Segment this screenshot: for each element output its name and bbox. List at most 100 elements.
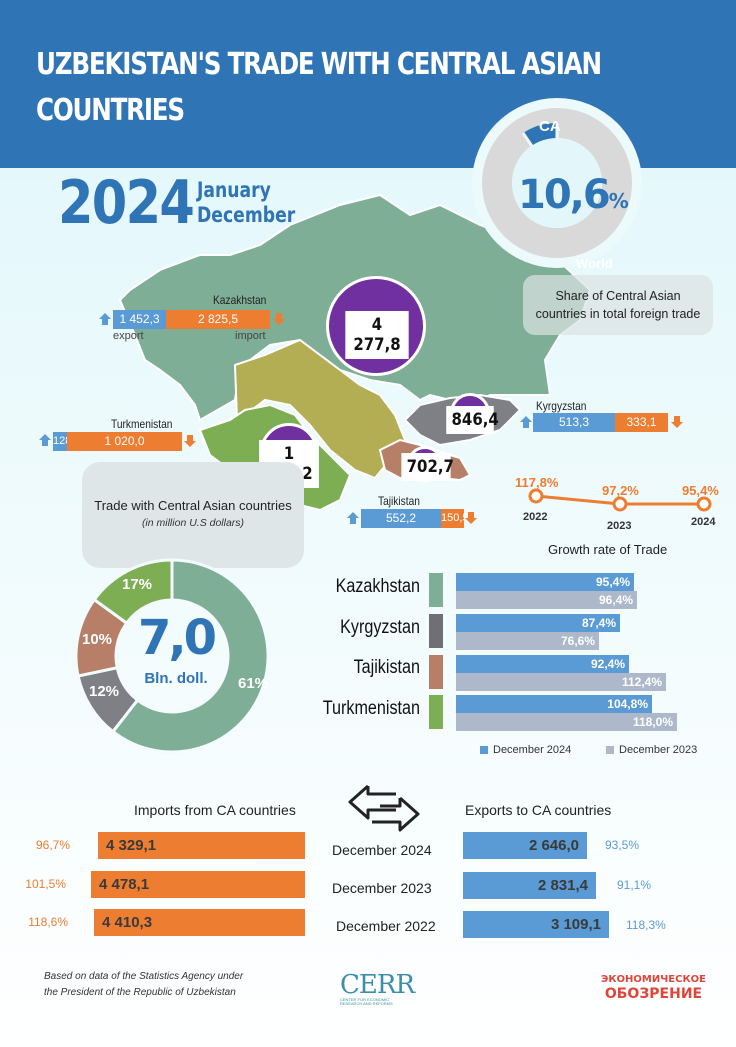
import-bar-2022: 4 410,3 xyxy=(94,909,305,936)
kazakhstan-trade-bar: 1 452,3 2 825,5 xyxy=(113,310,270,329)
import-pct-2022: 118,6% xyxy=(28,915,68,929)
import-arrow-down-icon xyxy=(465,512,477,524)
tajikistan-export: 552,2 xyxy=(361,509,441,528)
header-banner: UZBEKISTAN'S TRADE WITH CENTRAL ASIAN CO… xyxy=(0,0,736,168)
eo-logo-line-1: ЭКОНОМИЧЕСКОЕ xyxy=(601,974,706,985)
kyrgyzstan-import: 333,1 xyxy=(615,413,668,432)
growth-value-2023: 97,2% xyxy=(602,483,639,498)
donut-total-value: 7,0 xyxy=(137,610,217,666)
bar-turkmenistan-2024: 104,8% xyxy=(456,695,652,713)
turkmenistan-trade-bar: 128,2 1 020,0 xyxy=(53,432,182,451)
donut-total-unit: Bln. doll. xyxy=(144,670,208,687)
import-pct-2024: 96,7% xyxy=(35,838,70,852)
year-label: 2024 xyxy=(58,168,195,238)
turkmenistan-label: Turkmenistan xyxy=(111,417,173,431)
bar-kazakhstan-2024: 95,4% xyxy=(456,573,634,591)
tajikistan-trade-bar: 552,2 150,5 xyxy=(361,509,469,528)
trade-caption-box: Trade with Central Asian countries (in m… xyxy=(82,462,304,568)
share-donut xyxy=(482,108,632,258)
bar-label-turkmenistan: Turkmenistan xyxy=(322,698,420,719)
share-caption: Share of Central Asian countries in tota… xyxy=(523,275,713,335)
tajikistan-label: Tajikistan xyxy=(378,494,420,508)
import-arrow-down-icon xyxy=(671,416,683,428)
export-bar-2023: 2 831,4 xyxy=(463,872,596,899)
kyrgyzstan-total: 846,4 xyxy=(446,406,499,434)
cerr-logo: CERR xyxy=(340,970,415,1000)
source-line-1: Based on data of the Statistics Agency u… xyxy=(44,971,244,982)
export-bar-2022: 3 109,1 xyxy=(463,911,609,938)
legend-dec-2024: December 2024 xyxy=(480,744,571,756)
swatch-kyrgyzstan xyxy=(429,614,443,648)
kazakhstan-export: 1 452,3 xyxy=(113,310,166,329)
bar-label-kyrgyzstan: Kyrgyzstan xyxy=(340,617,420,638)
period-dec-2022: December 2022 xyxy=(336,918,436,934)
ekonomicheskoe-obozrenie-logo: ЭКОНОМИЧЕСКОЕ ОБОЗРЕНИЕ xyxy=(601,973,706,1001)
export-pct-2024: 93,5% xyxy=(605,838,640,852)
share-caption-line-1: Share of Central Asian xyxy=(555,289,681,303)
swatch-turkmenistan xyxy=(429,695,443,729)
share-value-unit: % xyxy=(608,189,629,213)
legend-swatch-2024 xyxy=(480,746,488,754)
export-arrow-up-icon xyxy=(520,416,532,428)
period-end: December xyxy=(197,203,296,227)
exports-title: Exports to CA countries xyxy=(465,802,612,818)
import-bar-2023: 4 478,1 xyxy=(91,871,305,898)
bar-turkmenistan-2023: 118,0% xyxy=(456,713,677,731)
import-label: import xyxy=(235,330,266,342)
import-bar-2024: 4 329,1 xyxy=(98,832,305,859)
growth-title: Growth rate of Trade xyxy=(548,542,668,557)
bar-label-tajikistan: Tajikistan xyxy=(353,657,420,678)
turkmenistan-import: 1 020,0 xyxy=(67,432,182,451)
export-label: export xyxy=(113,330,144,342)
growth-value-2024: 95,4% xyxy=(682,483,719,498)
tajikistan-total: 702,7 xyxy=(401,453,454,481)
page-title: UZBEKISTAN'S TRADE WITH CENTRAL ASIAN CO… xyxy=(36,42,610,134)
import-pct-2023: 101,5% xyxy=(25,877,66,891)
tajikistan-import: 150,5 xyxy=(441,509,469,528)
uzbekistan-region xyxy=(233,338,407,480)
legend-swatch-2023 xyxy=(606,746,614,754)
legend-dec-2023: December 2023 xyxy=(606,744,697,756)
donut-label-turkmenistan: 17% xyxy=(122,576,153,593)
title-line-1: UZBEKISTAN'S TRADE WITH CENTRAL ASIAN xyxy=(36,47,602,82)
period-dec-2024: December 2024 xyxy=(332,842,432,858)
bar-tajikistan-2024: 92,4% xyxy=(456,655,629,673)
trade-caption-subtitle: (in million U.S dollars) xyxy=(141,517,245,529)
export-arrow-up-icon xyxy=(39,434,51,446)
bar-kazakhstan-2023: 96,4% xyxy=(456,591,637,609)
trade-donut-chart xyxy=(74,558,270,754)
period-dec-2023: December 2023 xyxy=(332,880,432,896)
import-arrow-down-icon xyxy=(184,435,196,447)
share-caption-line-2: countries in total foreign trade xyxy=(535,307,701,321)
exchange-arrows-icon xyxy=(348,784,420,832)
export-pct-2022: 118,3% xyxy=(626,918,666,932)
donut-label-kyrgyzstan: 12% xyxy=(89,683,120,700)
growth-value-2022: 117,8% xyxy=(515,475,559,490)
donut-label-kazakhstan: 61% xyxy=(238,675,269,692)
eo-logo-line-2: ОБОЗРЕНИЕ xyxy=(604,986,703,1002)
kazakhstan-total: 4 277,8 xyxy=(345,311,409,359)
export-pct-2023: 91,1% xyxy=(617,878,652,892)
period-label: January December xyxy=(197,178,295,228)
kyrgyzstan-export: 513,3 xyxy=(533,413,615,432)
kyrgyzstan-label: Kyrgyzstan xyxy=(536,399,587,413)
kyrgyzstan-trade-bar: 513,3 333,1 xyxy=(533,413,668,432)
source-note: Based on data of the Statistics Agency u… xyxy=(44,969,243,1001)
turkmenistan-export: 128,2 xyxy=(53,432,81,451)
import-arrow-down-icon xyxy=(273,313,285,325)
swatch-kazakhstan xyxy=(429,573,443,607)
growth-line-chart xyxy=(528,488,712,512)
donut-label-tajikistan: 10% xyxy=(82,631,113,648)
share-world-label: World xyxy=(576,256,613,271)
share-value: 10,6% xyxy=(518,172,629,218)
source-line-2: the President of the Republic of Uzbekis… xyxy=(44,987,236,998)
export-arrow-up-icon xyxy=(99,313,111,325)
growth-year-2023: 2023 xyxy=(607,520,632,532)
share-value-number: 10,6 xyxy=(518,172,611,218)
bar-kyrgyzstan-2023: 76,6% xyxy=(456,632,599,650)
export-bar-2024: 2 646,0 xyxy=(463,832,587,859)
growth-year-2022: 2022 xyxy=(523,511,548,523)
growth-year-2024: 2024 xyxy=(691,516,716,528)
bar-tajikistan-2023: 112,4% xyxy=(456,673,666,691)
